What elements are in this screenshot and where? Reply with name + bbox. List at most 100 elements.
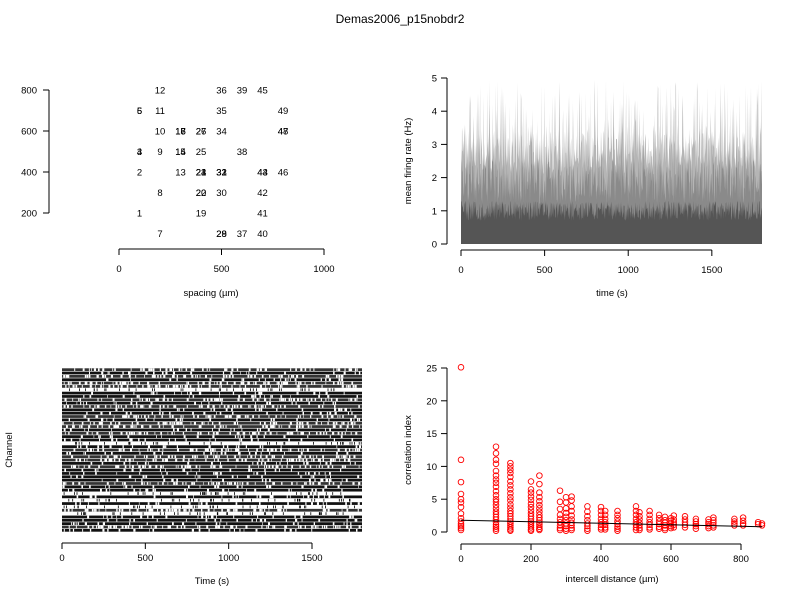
raster-gap	[282, 381, 285, 385]
raster-gap	[131, 445, 134, 449]
corr-distance-group	[457, 364, 465, 534]
raster-gap	[107, 518, 109, 522]
raster-gap	[267, 428, 270, 432]
corr-distance-group	[527, 478, 535, 534]
raster-gap	[271, 395, 273, 398]
raster-gap	[264, 472, 266, 475]
raster-gap	[230, 415, 232, 418]
raster-spike	[157, 441, 159, 445]
raster-gap	[207, 421, 209, 425]
raster-gap	[293, 398, 296, 402]
raster-gap	[82, 518, 84, 522]
raster-spike	[242, 512, 244, 515]
raster-gap	[111, 431, 113, 435]
raster-gap	[344, 368, 346, 372]
raster-gap	[144, 415, 146, 418]
raster-gap	[308, 401, 310, 405]
raster-gap	[332, 522, 335, 526]
raster-gap	[298, 525, 300, 529]
electrode-label: 34	[216, 127, 227, 138]
raster-gap	[356, 528, 358, 532]
raster-gap	[246, 488, 247, 492]
raster-gap	[116, 478, 119, 482]
raster-gap	[115, 408, 118, 412]
raster-gap	[345, 408, 347, 412]
raster-gap	[254, 381, 257, 385]
raster-gap	[235, 495, 237, 499]
raster-gap	[146, 508, 147, 512]
raster-gap	[162, 421, 164, 425]
raster-gap	[300, 398, 303, 402]
raster-gap	[123, 425, 126, 428]
raster-gap	[100, 525, 102, 529]
raster-gap	[174, 455, 177, 459]
raster-gap	[88, 455, 90, 459]
raster-gap	[265, 405, 267, 408]
rate-x-tick-label: 1500	[701, 265, 722, 276]
corr-distance-group	[739, 514, 747, 529]
raster-gap	[116, 515, 117, 519]
corr-point	[536, 505, 543, 512]
raster-gap	[330, 415, 333, 418]
raster-gap	[315, 488, 317, 492]
raster-gap	[247, 381, 250, 385]
raster-gap	[150, 448, 152, 452]
corr-point	[492, 467, 500, 475]
raster-gap	[337, 455, 338, 459]
raster-gap	[206, 455, 209, 459]
raster-gap	[254, 374, 256, 378]
raster-gap	[318, 518, 321, 522]
raster-gap	[182, 418, 184, 422]
raster-gap	[269, 478, 271, 482]
raster-spike	[79, 388, 80, 392]
raster-gap	[139, 451, 141, 455]
raster-gap	[148, 405, 151, 408]
electrode-label: 39	[237, 86, 248, 97]
raster-gap	[280, 445, 282, 449]
raster-gap	[121, 515, 123, 519]
raster-gap	[169, 421, 171, 425]
corr-point	[562, 499, 570, 506]
raster-gap	[268, 465, 271, 469]
raster-gap	[270, 425, 273, 428]
raster-gap	[230, 448, 232, 452]
raster-gap	[265, 381, 267, 385]
raster-gap	[157, 508, 159, 512]
raster-gap	[113, 458, 116, 462]
raster-gap	[203, 411, 206, 415]
raster-gap	[102, 445, 104, 449]
raster-gap	[338, 408, 341, 412]
raster-gap	[109, 435, 112, 438]
raster-gap	[109, 488, 111, 492]
raster-gap	[300, 381, 302, 385]
raster-gap	[213, 405, 215, 408]
raster-channel-row	[62, 395, 362, 398]
raster-gap	[256, 371, 258, 375]
raster-gap	[357, 508, 359, 512]
raster-spike	[209, 505, 211, 509]
raster-gap	[295, 458, 298, 462]
raster-gap	[192, 368, 195, 372]
raster-gap	[205, 502, 208, 505]
raster-gap	[245, 445, 247, 449]
raster-gap	[174, 438, 176, 442]
corr-point	[661, 526, 669, 534]
raster-gap	[65, 374, 68, 378]
rate-y-tick-label: 5	[432, 74, 437, 85]
raster-gap	[281, 425, 283, 428]
raster-gap	[131, 468, 134, 472]
raster-gap	[320, 478, 323, 482]
raster-gap	[275, 421, 278, 425]
electrode-label: 9	[157, 147, 162, 158]
raster-gap	[326, 478, 329, 482]
raster-spike	[221, 498, 223, 502]
raster-gap	[297, 385, 300, 388]
raster-gap	[276, 408, 278, 412]
raster-gap	[327, 374, 330, 378]
corr-point	[632, 503, 640, 510]
raster-gap	[278, 374, 280, 378]
raster-gap	[307, 425, 310, 428]
raster-gap	[107, 528, 109, 532]
raster-gap	[264, 421, 266, 425]
raster-gap	[226, 445, 229, 449]
